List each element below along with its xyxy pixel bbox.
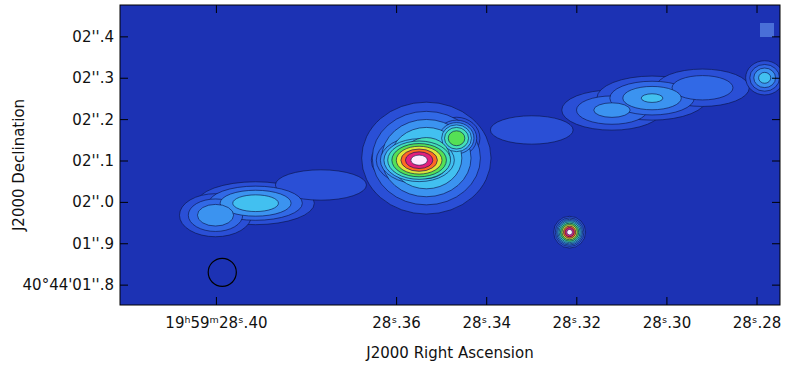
frame <box>120 5 780 305</box>
y-tick-right <box>772 202 780 203</box>
contour-region <box>623 86 681 109</box>
x-tick-top <box>666 5 667 13</box>
y-tick-right <box>772 243 780 244</box>
contour-region <box>567 229 573 235</box>
beam <box>208 258 236 286</box>
contour-region <box>372 111 480 205</box>
x-tick <box>216 297 217 305</box>
x-tick-label: 28ˢ.34 <box>462 314 511 332</box>
contour-region <box>405 152 432 169</box>
contour-region <box>362 102 491 214</box>
contour-region <box>750 64 780 91</box>
y-tick-label: 01''.9 <box>72 235 114 253</box>
x-tick-top <box>576 5 577 13</box>
contour-region <box>562 225 577 240</box>
contour-region <box>554 216 586 248</box>
y-tick-label: 40°44'01''.8 <box>23 276 114 294</box>
y-tick-right <box>772 78 780 79</box>
contour-region <box>641 94 663 103</box>
contour-region <box>594 103 630 118</box>
contour-region <box>448 131 465 146</box>
x-tick-label: 28ˢ.36 <box>372 314 421 332</box>
image-layer <box>179 61 780 287</box>
image-background <box>120 5 780 305</box>
contour-region <box>759 72 771 83</box>
x-tick <box>486 297 487 305</box>
x-tick-top <box>486 5 487 13</box>
y-tick-label: 02''.2 <box>72 111 114 129</box>
x-axis-title: J2000 Right Ascension <box>365 344 533 362</box>
y-tick <box>120 161 128 162</box>
y-tick-right <box>772 285 780 286</box>
x-tick-top <box>757 5 758 13</box>
x-tick <box>666 297 667 305</box>
y-tick-right <box>772 161 780 162</box>
contour-region <box>392 144 447 177</box>
x-tick <box>757 297 758 305</box>
x-tick <box>396 297 397 305</box>
contour-region <box>490 116 573 144</box>
corner-square <box>760 23 774 37</box>
contour-region <box>560 223 578 241</box>
contour-region <box>557 219 583 245</box>
contour-region <box>445 127 469 149</box>
x-tick-top <box>396 5 397 13</box>
y-tick-label: 02''.4 <box>72 28 114 46</box>
contour-region <box>388 141 451 179</box>
contour-region <box>233 195 279 212</box>
y-tick <box>120 119 128 120</box>
contour-region <box>746 61 780 95</box>
contour-region <box>401 149 438 171</box>
contour-region <box>382 119 471 196</box>
y-tick <box>120 36 128 37</box>
contour-region <box>564 226 576 238</box>
y-tick <box>120 78 128 79</box>
y-tick-right <box>772 36 780 37</box>
x-tick-label: 28ˢ.32 <box>553 314 602 332</box>
contour-region <box>558 220 582 243</box>
y-tick <box>120 285 128 286</box>
x-tick-label: 28ˢ.30 <box>643 314 692 332</box>
y-axis-title: J2000 Declination <box>10 99 28 232</box>
y-tick <box>120 202 128 203</box>
y-tick <box>120 243 128 244</box>
x-tick <box>576 297 577 305</box>
contour-region <box>555 218 584 246</box>
contour-region <box>411 155 428 165</box>
contour-region <box>197 204 233 226</box>
y-tick-label: 02''.1 <box>72 152 114 170</box>
y-tick-label: 02''.3 <box>72 69 114 87</box>
y-tick-label: 02''.0 <box>72 193 114 211</box>
contour-region <box>559 222 580 243</box>
x-tick-label: 28ˢ.28 <box>733 314 782 332</box>
contour-region <box>565 228 574 237</box>
y-tick-right <box>772 119 780 120</box>
x-tick-label: 19ʰ59ᵐ28ˢ.40 <box>165 314 267 332</box>
x-tick-top <box>216 5 217 13</box>
contour-region <box>396 146 442 174</box>
